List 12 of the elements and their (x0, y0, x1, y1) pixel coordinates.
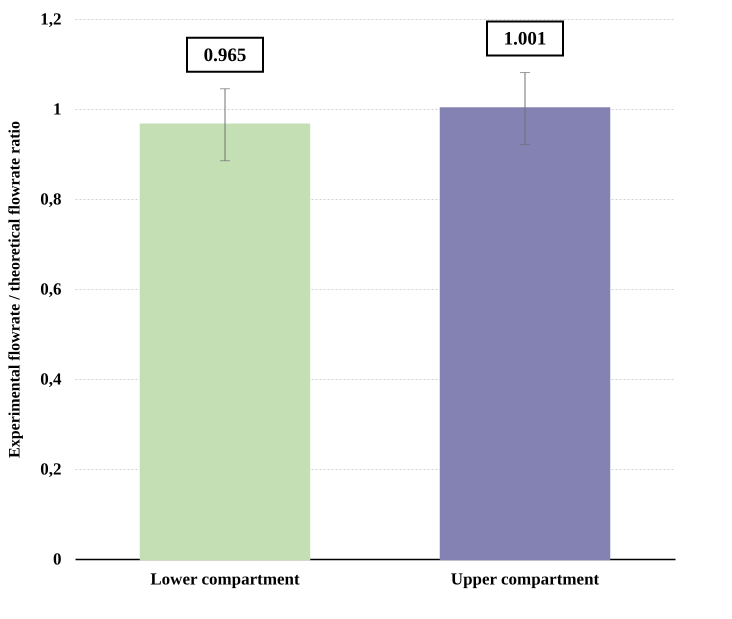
y-tick-label: 0 (53, 550, 62, 568)
x-tick-label: Upper compartment (450, 570, 600, 588)
y-tick-label: 1,2 (40, 10, 62, 28)
y-tick-label: 0,8 (40, 190, 62, 208)
y-tick-label: 0,6 (40, 280, 62, 298)
y-tick-label: 1 (53, 100, 62, 118)
data-label: 1.001 (504, 28, 546, 50)
x-tick-label: Lower compartment (150, 570, 300, 588)
data-label: 0.965 (204, 44, 246, 66)
y-tick-label: 0,2 (40, 460, 62, 478)
y-tick-label: 0,4 (40, 370, 62, 388)
y-axis-title: Experimental flowrate / theoretical flowrate ratio (6, 121, 24, 458)
